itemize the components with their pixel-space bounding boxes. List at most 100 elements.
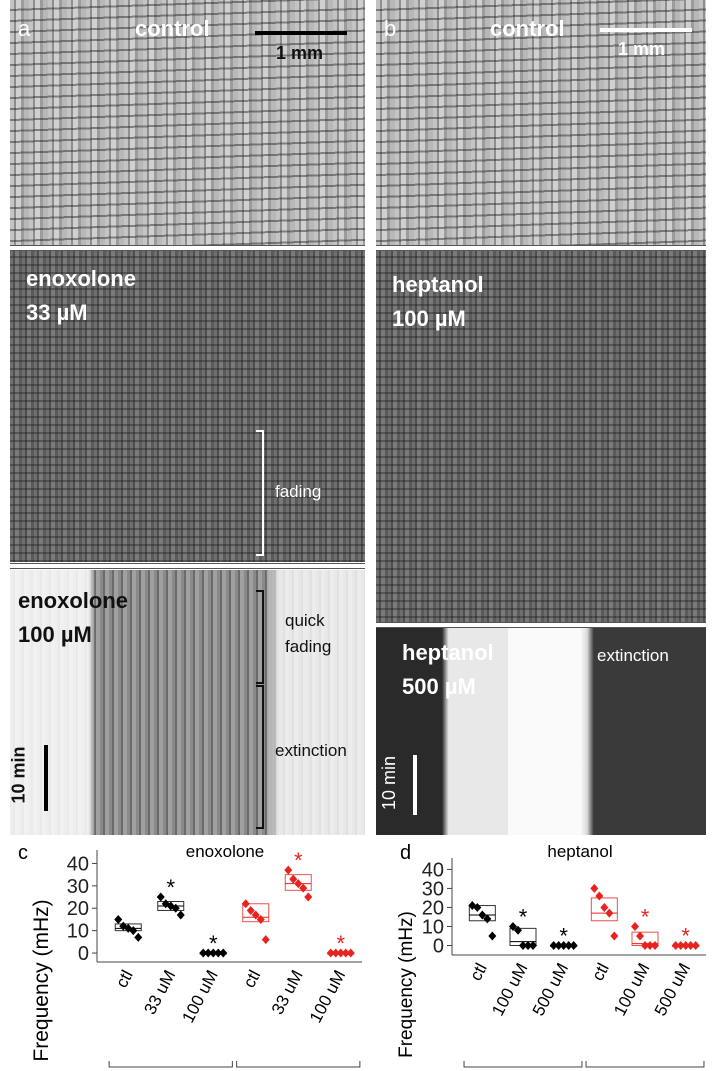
data-point bbox=[246, 905, 255, 915]
data-point bbox=[691, 940, 700, 950]
data-point bbox=[299, 883, 308, 893]
data-point bbox=[651, 940, 659, 950]
y-tick-label: 10 bbox=[67, 921, 89, 943]
data-point bbox=[214, 948, 223, 958]
data-point bbox=[478, 910, 487, 920]
data-point bbox=[261, 935, 270, 945]
bracket bbox=[256, 590, 264, 684]
x-tick-label: 100 uM bbox=[488, 960, 531, 1019]
data-point bbox=[519, 940, 527, 950]
data-point bbox=[134, 932, 143, 942]
x-tick-label: 100 uM bbox=[306, 967, 349, 1026]
data-point bbox=[199, 948, 208, 958]
annotation: extinction bbox=[275, 741, 347, 760]
data-point bbox=[646, 940, 654, 950]
data-point bbox=[341, 948, 350, 958]
separator bbox=[10, 563, 365, 569]
image-subtitle: 500 µM bbox=[402, 674, 476, 699]
x-tick-label: 500 uM bbox=[529, 960, 572, 1019]
data-point bbox=[204, 948, 213, 958]
data-point bbox=[326, 948, 335, 958]
data-point bbox=[509, 921, 517, 931]
image-title: enoxolone bbox=[18, 588, 129, 613]
box bbox=[468, 905, 496, 922]
scale-bar-label: 1 mm bbox=[618, 39, 666, 59]
x-tick-label: ctl bbox=[112, 967, 137, 991]
x-tick-label: ctl bbox=[466, 960, 491, 984]
y-tick-label: 40 bbox=[422, 859, 444, 881]
x-tick-label: 33 uM bbox=[268, 967, 307, 1018]
group-bracket bbox=[463, 1061, 583, 1068]
data-point bbox=[595, 891, 604, 901]
image-subtitle: 100 µM bbox=[392, 306, 466, 331]
box bbox=[590, 897, 618, 922]
separator bbox=[10, 245, 365, 251]
significance: * bbox=[559, 923, 568, 948]
panel-label: d bbox=[400, 842, 411, 864]
image-title: control bbox=[135, 16, 210, 41]
data-point bbox=[488, 931, 497, 941]
image-title: control bbox=[490, 16, 565, 41]
data-point bbox=[554, 940, 563, 950]
scale-bar bbox=[255, 31, 347, 35]
significance: * bbox=[166, 875, 175, 900]
data-point bbox=[284, 865, 293, 875]
box bbox=[242, 903, 270, 923]
data-point bbox=[569, 940, 578, 950]
data-point bbox=[176, 910, 185, 920]
data-point bbox=[161, 899, 170, 909]
kymograph bbox=[376, 0, 706, 245]
data-point bbox=[524, 940, 532, 950]
panel-label: c bbox=[18, 842, 28, 864]
box bbox=[284, 874, 312, 891]
significance: * bbox=[641, 904, 650, 929]
chart-title: heptanol bbox=[547, 842, 612, 861]
kymograph bbox=[10, 250, 365, 562]
data-point bbox=[256, 914, 265, 924]
data-point bbox=[483, 914, 492, 924]
y-tick-label: 20 bbox=[67, 898, 89, 920]
data-point bbox=[600, 902, 609, 912]
y-tick-label: 20 bbox=[422, 897, 444, 919]
scale-bar bbox=[600, 28, 692, 32]
data-point bbox=[636, 931, 644, 941]
data-point bbox=[529, 940, 537, 950]
image-title: enoxolone bbox=[26, 266, 137, 291]
significance: * bbox=[681, 923, 690, 948]
annotation: quick fading bbox=[285, 611, 332, 656]
y-tick-label: 0 bbox=[78, 943, 89, 965]
group-bracket bbox=[236, 1061, 361, 1068]
image-title: heptanol bbox=[392, 272, 484, 297]
data-point bbox=[119, 921, 128, 931]
kymograph bbox=[376, 250, 706, 622]
group-bracket bbox=[108, 1061, 233, 1068]
x-tick-label: ctl bbox=[240, 967, 265, 991]
data-point bbox=[304, 892, 313, 902]
data-point bbox=[289, 874, 298, 884]
time-bar bbox=[44, 745, 48, 811]
x-tick-label: 33 uM bbox=[140, 967, 179, 1018]
data-point bbox=[241, 899, 250, 909]
data-point bbox=[129, 926, 138, 936]
separator bbox=[376, 622, 706, 628]
annotation: extinction bbox=[597, 646, 669, 665]
data-point bbox=[124, 923, 133, 933]
data-point bbox=[209, 948, 218, 958]
significance: * bbox=[209, 931, 218, 956]
y-tick-label: 0 bbox=[433, 935, 444, 957]
panel-label: b bbox=[384, 16, 397, 41]
data-point bbox=[641, 940, 649, 950]
data-point bbox=[564, 940, 573, 950]
panel-label: a bbox=[18, 16, 31, 41]
bracket bbox=[256, 685, 264, 829]
data-point bbox=[514, 925, 522, 935]
data-point bbox=[336, 948, 345, 958]
x-tick-label: 500 uM bbox=[651, 960, 694, 1019]
kymograph bbox=[376, 628, 706, 835]
data-point bbox=[251, 910, 260, 920]
data-point bbox=[686, 940, 695, 950]
time-bar-label: 10 min bbox=[8, 746, 29, 804]
annotation: fading bbox=[275, 482, 322, 501]
